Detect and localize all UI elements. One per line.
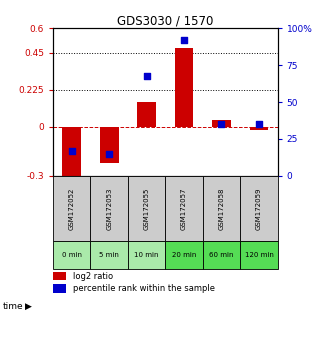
- Text: 5 min: 5 min: [99, 252, 119, 258]
- Bar: [128, 241, 165, 269]
- Point: [219, 121, 224, 127]
- Text: GSM172055: GSM172055: [143, 187, 150, 230]
- Bar: [203, 241, 240, 269]
- Bar: [175, 48, 193, 127]
- Text: GSM172059: GSM172059: [256, 187, 262, 230]
- Bar: [53, 284, 66, 293]
- Point: [107, 151, 112, 156]
- Text: percentile rank within the sample: percentile rank within the sample: [73, 284, 215, 293]
- Bar: [91, 241, 128, 269]
- Bar: [53, 241, 91, 269]
- Bar: [240, 241, 278, 269]
- Bar: [137, 102, 156, 127]
- Text: 120 min: 120 min: [245, 252, 273, 258]
- Bar: [53, 176, 91, 241]
- Point: [144, 73, 149, 78]
- Bar: [165, 241, 203, 269]
- Bar: [240, 176, 278, 241]
- Bar: [165, 176, 203, 241]
- Point: [69, 148, 74, 154]
- Bar: [203, 176, 240, 241]
- Text: 60 min: 60 min: [209, 252, 234, 258]
- Text: 10 min: 10 min: [134, 252, 159, 258]
- Bar: [128, 176, 165, 241]
- Bar: [62, 127, 81, 179]
- Bar: [91, 176, 128, 241]
- Bar: [250, 127, 268, 130]
- Point: [256, 121, 262, 127]
- Text: GSM172053: GSM172053: [106, 187, 112, 230]
- Text: GSM172057: GSM172057: [181, 187, 187, 230]
- Text: 0 min: 0 min: [62, 252, 82, 258]
- Bar: [100, 127, 118, 163]
- Bar: [53, 272, 66, 280]
- Text: ▶: ▶: [25, 302, 31, 311]
- Bar: [212, 120, 231, 127]
- Text: time: time: [3, 302, 24, 311]
- Point: [181, 37, 187, 43]
- Text: GSM172052: GSM172052: [69, 187, 75, 230]
- Text: GSM172058: GSM172058: [219, 187, 224, 230]
- Text: log2 ratio: log2 ratio: [73, 272, 113, 281]
- Title: GDS3030 / 1570: GDS3030 / 1570: [117, 14, 213, 27]
- Text: 20 min: 20 min: [172, 252, 196, 258]
